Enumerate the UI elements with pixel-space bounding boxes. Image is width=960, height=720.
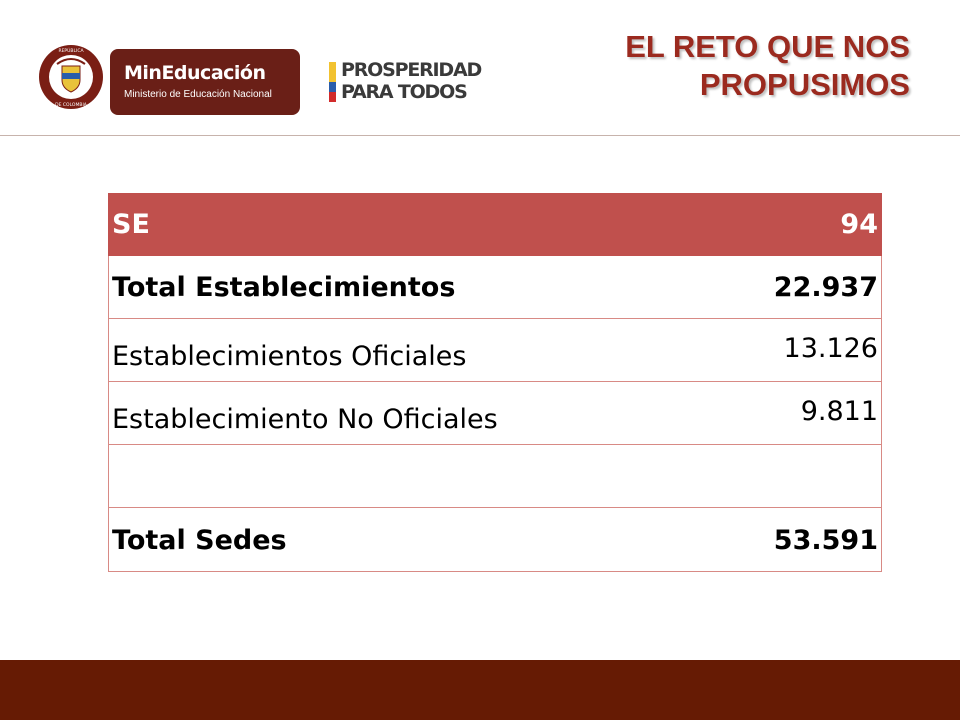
table-row: Total Establecimientos 22.937: [108, 256, 882, 319]
ministry-title: MinEducación: [124, 62, 266, 84]
table-cell-value: 22.937: [773, 272, 878, 303]
table-cell-value: 9.811: [800, 396, 878, 427]
slide-title: EL RETO QUE NOS PROPUSIMOS: [520, 28, 910, 104]
prosperity-line-2: PARA TODOS: [341, 81, 468, 103]
table-cell-label: Total Sedes: [112, 525, 287, 556]
mineducacion-logo: MinEducación Ministerio de Educación Nac…: [110, 49, 300, 115]
svg-text:DE COLOMBIA: DE COLOMBIA: [55, 102, 88, 108]
flag-bars-icon: [329, 62, 336, 102]
svg-text:REPÚBLICA: REPÚBLICA: [58, 47, 84, 54]
colombia-seal-icon: REPÚBLICA DE COLOMBIA: [39, 45, 103, 109]
table-cell-label: SE: [112, 209, 150, 240]
slide-header: REPÚBLICA DE COLOMBIA MinEducación Minis…: [0, 0, 960, 137]
table-cell-value: 53.591: [773, 525, 878, 556]
table-row: Establecimiento No Oficiales 9.811: [108, 382, 882, 445]
prosperity-line-1: PROSPERIDAD: [341, 59, 482, 81]
table-cell-label: Establecimientos Oficiales: [112, 341, 467, 372]
table-cell-value: 13.126: [783, 333, 878, 364]
table-border-left: [108, 256, 109, 572]
table-cell-label: Total Establecimientos: [112, 272, 456, 303]
table-row: Establecimientos Oficiales 13.126: [108, 319, 882, 382]
table-row-empty: [108, 445, 882, 508]
slide-title-line-1: EL RETO QUE NOS: [625, 29, 910, 64]
footer-bar: [0, 660, 960, 720]
table-header-row: SE 94: [108, 193, 882, 256]
table-border-right: [881, 256, 882, 572]
slide-title-line-2: PROPUSIMOS: [699, 67, 910, 102]
header-divider: [0, 135, 960, 136]
table-row-total: Total Sedes 53.591: [108, 508, 882, 572]
prosperidad-logo: PROSPERIDAD PARA TODOS: [329, 60, 497, 106]
ministry-subtitle: Ministerio de Educación Nacional: [124, 89, 272, 100]
table-cell-value: 94: [840, 209, 878, 240]
table-cell-label: Establecimiento No Oficiales: [112, 404, 498, 435]
